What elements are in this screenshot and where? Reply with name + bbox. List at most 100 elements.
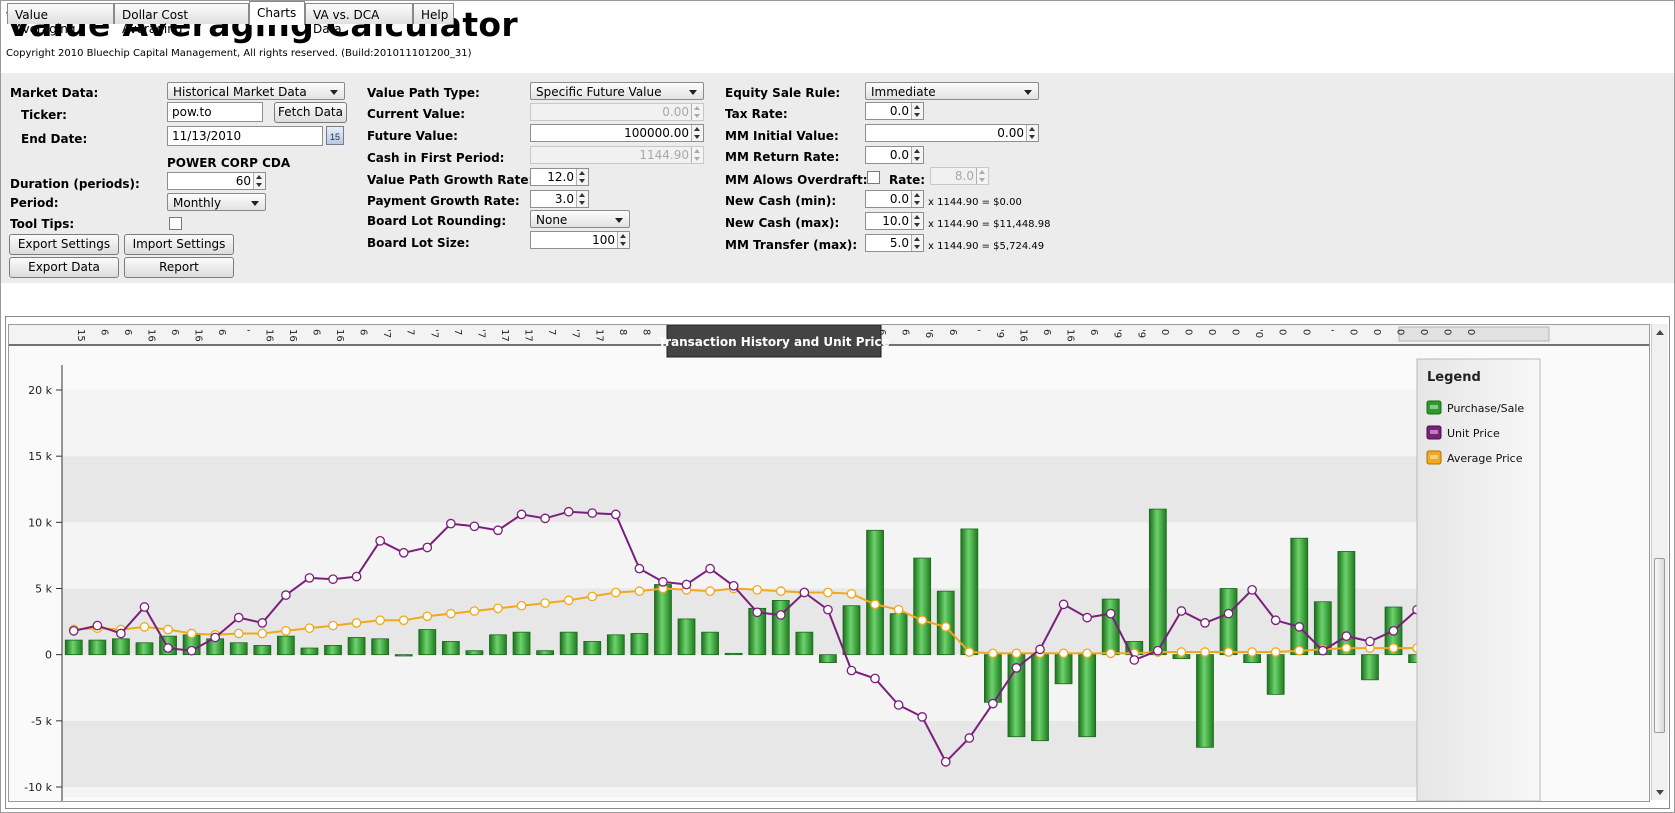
unit-price-point (233, 612, 244, 623)
new-cash-max-value: 10.0 (882, 214, 909, 228)
spinner-arrows-icon[interactable] (576, 169, 588, 185)
spinner-arrows-icon[interactable] (617, 232, 629, 248)
chart-area: 1566166166'16166166'77'77'717177'71788'8… (8, 324, 1650, 802)
current-value-stepper[interactable]: 0.00 (530, 103, 704, 121)
value-path-type-dropdown[interactable]: Specific Future Value (530, 82, 704, 100)
tooltips-checkbox[interactable] (169, 217, 182, 230)
board-lot-rounding-value: None (536, 213, 568, 227)
mm-overdraft-checkbox[interactable] (867, 171, 880, 184)
x-tick-label: '7 (381, 329, 392, 338)
plot-band (62, 522, 1476, 589)
new-cash-min-label: New Cash (min): (725, 194, 837, 208)
new-cash-max-stepper[interactable]: 10.0 (865, 212, 924, 230)
period-value: Monthly (173, 196, 222, 210)
spinner-arrows-icon[interactable] (911, 103, 923, 119)
spinner-arrows-icon[interactable] (1026, 125, 1038, 141)
plot-band (62, 720, 1476, 787)
plot-band (62, 390, 1476, 457)
legend-swatch-shine (1430, 455, 1438, 459)
market-data-dropdown[interactable]: Historical Market Data (167, 82, 345, 100)
plot-band (62, 654, 1476, 721)
tax-rate-value: 0.0 (889, 104, 909, 118)
spinner-arrows-icon[interactable] (976, 168, 988, 184)
x-tick-label: 0 (1159, 329, 1170, 335)
mm-return-rate-stepper[interactable]: 0.0 (865, 146, 924, 164)
unit-price-point (1365, 636, 1375, 647)
equity-sale-rule-label: Equity Sale Rule: (725, 86, 841, 100)
payment-growth-value: 3.0 (554, 192, 574, 206)
ticker-input[interactable]: pow.to (167, 102, 263, 122)
average-price-point (1011, 648, 1022, 659)
tab-dollar-cost-averaging[interactable]: Dollar Cost Averaging (114, 3, 249, 36)
spinner-arrows-icon[interactable] (253, 173, 265, 189)
legend-swatch-shine (1430, 405, 1438, 409)
spinner-arrows-icon[interactable] (911, 235, 923, 251)
payment-growth-stepper[interactable]: 3.0 (530, 190, 589, 208)
mm-transfer-stepper[interactable]: 5.0 (865, 234, 924, 252)
period-dropdown[interactable]: Monthly (167, 193, 266, 211)
board-lot-rounding-dropdown[interactable]: None (530, 210, 630, 228)
rate-value: 8.0 (954, 169, 974, 183)
unit-price-point (658, 577, 668, 587)
scroll-up-icon[interactable] (1656, 330, 1664, 335)
mm-initial-value: 0.00 (997, 126, 1024, 140)
tab-help[interactable]: Help (413, 3, 454, 24)
export-settings-button[interactable]: Export Settings (9, 234, 119, 255)
x-tick-label: ' (1324, 329, 1335, 332)
spinner-arrows-icon[interactable] (691, 104, 703, 120)
spinner-arrows-icon[interactable] (691, 125, 703, 141)
unit-price-point (1223, 608, 1234, 619)
import-settings-button[interactable]: Import Settings (124, 234, 234, 255)
chevron-down-icon (330, 90, 338, 95)
unit-price-point (68, 625, 79, 636)
fetch-data-button[interactable]: Fetch Data (274, 102, 347, 123)
unit-price-point (328, 574, 338, 585)
tax-rate-label: Tax Rate: (725, 107, 788, 121)
tab-value-averaging[interactable]: Value Averaging (7, 3, 114, 36)
rate-stepper[interactable]: 8.0 (930, 167, 989, 185)
spinner-arrows-icon[interactable] (911, 191, 923, 207)
tax-rate-stepper[interactable]: 0.0 (865, 102, 924, 120)
x-tick-label: 16 (193, 329, 204, 342)
value-path-growth-stepper[interactable]: 12.0 (530, 168, 589, 186)
scroll-down-icon[interactable] (1656, 790, 1664, 795)
average-price-point (846, 588, 857, 599)
new-cash-min-stepper[interactable]: 0.0 (865, 190, 924, 208)
chart-title-box (666, 325, 882, 358)
x-tick-label: 0 (1371, 329, 1382, 335)
board-lot-size-stepper[interactable]: 100 (530, 231, 630, 249)
new-cash-max-label: New Cash (max): (725, 216, 840, 230)
x-tick-label: 17 (523, 329, 534, 342)
duration-stepper[interactable]: 60 (167, 172, 266, 190)
future-value-stepper[interactable]: 100000.00 (530, 124, 704, 142)
spinner-arrows-icon[interactable] (911, 213, 923, 229)
average-price-point (1270, 647, 1281, 657)
purchase-sale-bar (1078, 654, 1097, 738)
end-date-input[interactable]: 11/13/2010 (167, 126, 323, 146)
duration-label: Duration (periods): (10, 177, 140, 191)
unit-price-point (610, 509, 621, 520)
tab-va-vs-dca-data[interactable]: VA vs. DCA Data (305, 3, 413, 36)
report-button[interactable]: Report (124, 257, 234, 278)
x-tick-label: '7 (475, 329, 486, 338)
spinner-arrows-icon[interactable] (576, 191, 588, 207)
vertical-scrollbar[interactable] (1651, 324, 1668, 800)
export-data-button[interactable]: Export Data (9, 257, 119, 278)
average-price-point (563, 595, 574, 606)
spinner-arrows-icon[interactable] (911, 147, 923, 163)
y-left-tick-label: 0 (45, 649, 52, 662)
y-left-tick-label: -5 k (31, 715, 52, 728)
equity-sale-rule-dropdown[interactable]: Immediate (865, 82, 1039, 100)
tab-charts[interactable]: Charts (249, 1, 305, 25)
purchase-sale-bar (88, 639, 107, 656)
scrollbar-thumb[interactable] (1654, 558, 1665, 733)
mm-initial-value-stepper[interactable]: 0.00 (865, 124, 1039, 142)
cash-first-period-stepper[interactable]: 1144.90 (530, 146, 704, 164)
spinner-arrows-icon[interactable] (691, 147, 703, 163)
x-tick-label: '9 (994, 329, 1005, 338)
value-path-growth-label: Value Path Growth Rate: (367, 173, 534, 187)
legend-swatch (1426, 450, 1442, 465)
y-left-tick-label: 15 k (28, 450, 52, 463)
unit-price-point (563, 506, 574, 517)
calendar-icon[interactable]: 15 (326, 126, 344, 145)
